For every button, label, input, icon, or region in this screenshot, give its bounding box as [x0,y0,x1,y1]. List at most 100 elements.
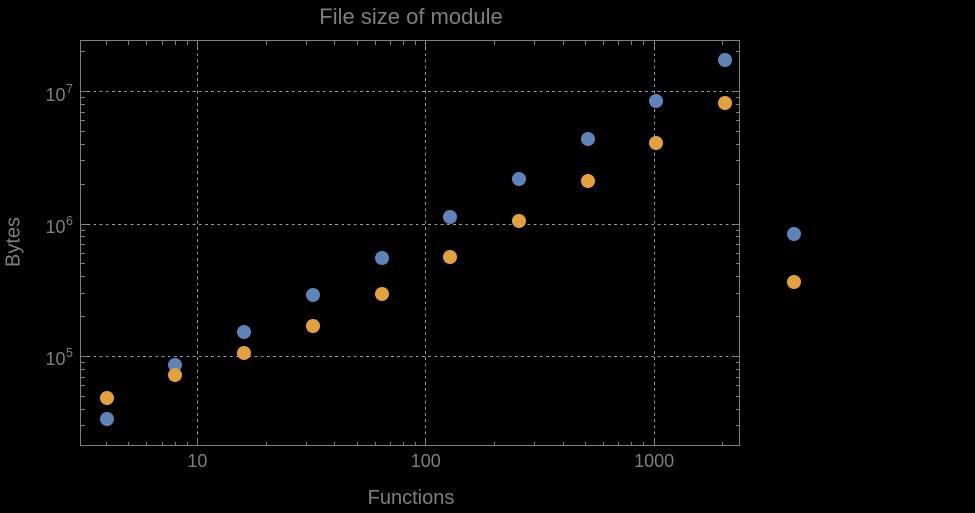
y-minor-tick-70000 [735,376,739,378]
x-minor-tick-90 [414,441,416,445]
data-point-blue-x1024 [649,93,664,108]
gridline-x-100 [425,41,427,445]
x-major-tick-1000 [653,41,655,47]
y-minor-tick-7000000 [735,111,739,113]
x-tick-label-100: 100 [410,451,441,471]
x-minor-tick-7 [161,441,163,445]
data-point-orange-x4 [99,390,114,405]
data-point-blue-x16 [237,325,252,340]
x-minor-tick-2000 [722,41,724,45]
y-minor-tick-4000000 [735,143,739,145]
y-major-tick-1000000 [733,223,739,225]
x-tick-label-10: 10 [187,451,208,471]
y-minor-tick-20000000 [81,51,85,53]
y-minor-tick-3000000 [81,160,85,162]
y-tick-label-10e6: 106 [45,214,73,238]
y-minor-tick-400000 [81,276,85,278]
y-minor-tick-800000 [735,236,739,238]
data-point-orange-x2048 [718,95,733,110]
x-minor-tick-7 [161,41,163,45]
data-point-orange-x128 [443,250,458,265]
gridline-x-1000 [653,41,655,445]
y-minor-tick-40000 [735,408,739,410]
x-minor-tick-8 [174,41,176,45]
x-minor-tick-8 [174,441,176,445]
y-minor-tick-900000 [81,229,85,231]
plot-area [80,40,801,446]
x-minor-tick-70 [389,441,391,445]
y-minor-tick-80000 [81,368,85,370]
y-minor-tick-60000 [81,385,85,387]
data-point-blue-x128 [443,209,458,224]
x-minor-tick-400 [562,441,564,445]
x-minor-tick-20 [265,441,267,445]
y-minor-tick-800000 [81,236,85,238]
x-minor-tick-30 [305,441,307,445]
y-minor-tick-2000000 [81,183,85,185]
x-major-tick-100 [425,439,427,445]
data-point-orange-x512 [580,174,595,189]
x-minor-tick-300 [534,441,536,445]
y-major-tick-10000000 [733,91,739,93]
gridline-y-100000 [81,355,739,357]
y-minor-tick-8000000 [735,103,739,105]
data-point-orange-x16 [237,346,252,361]
data-point-orange-x1024 [649,135,664,150]
data-point-blue-x64 [374,251,389,266]
x-minor-tick-50 [356,41,358,45]
gridline-x-10 [196,41,198,445]
y-minor-tick-700000 [735,244,739,246]
y-tick-label-10e7: 107 [45,81,73,105]
x-minor-tick-9 [186,441,188,445]
y-minor-tick-9000000 [735,97,739,99]
y-tick-label-10e5: 105 [45,346,73,370]
y-minor-tick-200000 [81,316,85,318]
x-minor-tick-700 [618,41,620,45]
data-point-blue-x512 [580,131,595,146]
y-minor-tick-70000 [81,376,85,378]
y-minor-tick-30000 [735,425,739,427]
x-minor-tick-400 [562,41,564,45]
y-minor-tick-500000 [81,263,85,265]
x-minor-tick-80 [403,41,405,45]
y-minor-tick-30000 [81,425,85,427]
x-tick-label-1000: 1000 [634,451,675,471]
gridline-y-1000000 [81,223,739,225]
x-minor-tick-4 [106,441,108,445]
y-minor-tick-5000000 [81,130,85,132]
x-axis-label: Functions [367,487,455,509]
y-minor-tick-600000 [735,252,739,254]
y-minor-tick-4000000 [81,143,85,145]
x-minor-tick-4 [106,41,108,45]
data-point-orange-x8 [168,368,183,383]
x-minor-tick-20 [265,41,267,45]
x-minor-tick-40 [334,41,336,45]
y-minor-tick-2000000 [735,183,739,185]
y-minor-tick-9000000 [81,97,85,99]
x-minor-tick-60 [374,441,376,445]
x-major-tick-100 [425,41,427,47]
data-point-blue-x32 [305,288,320,303]
data-point-blue-x2048 [718,53,733,68]
y-minor-tick-5000000 [735,130,739,132]
y-major-tick-100000 [733,355,739,357]
y-minor-tick-400000 [735,276,739,278]
y-minor-tick-40000 [81,408,85,410]
x-minor-tick-5 [128,41,130,45]
y-minor-tick-300000 [81,292,85,294]
y-minor-tick-20000000 [735,51,739,53]
data-point-orange-x256 [511,213,526,228]
y-minor-tick-60000 [735,385,739,387]
y-minor-tick-6000000 [81,120,85,122]
y-minor-tick-6000000 [735,120,739,122]
x-minor-tick-800 [631,41,633,45]
x-minor-tick-70 [389,41,391,45]
chart-title: File size of module [319,4,503,29]
y-minor-tick-90000 [735,362,739,364]
x-minor-tick-5 [128,441,130,445]
x-minor-tick-900 [643,441,645,445]
x-minor-tick-600 [602,41,604,45]
x-minor-tick-500 [584,41,586,45]
x-minor-tick-80 [403,441,405,445]
